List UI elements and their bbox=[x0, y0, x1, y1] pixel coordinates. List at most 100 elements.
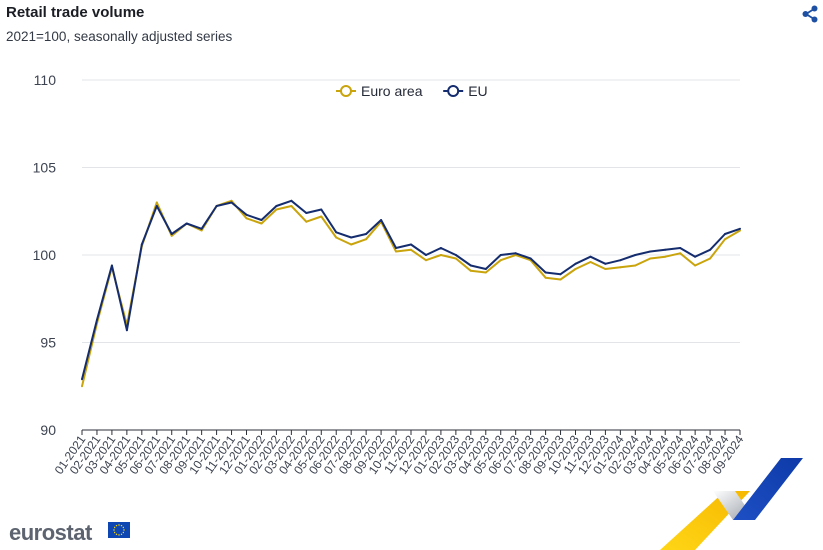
data-point bbox=[350, 236, 353, 239]
data-point bbox=[275, 205, 278, 207]
data-point bbox=[559, 278, 562, 281]
data-point bbox=[110, 264, 113, 267]
data-point bbox=[200, 229, 203, 232]
y-tick-label: 110 bbox=[34, 72, 57, 88]
data-point bbox=[724, 233, 726, 235]
data-point bbox=[410, 248, 412, 251]
data-point bbox=[544, 276, 547, 279]
data-point bbox=[694, 264, 697, 267]
eu-flag-star bbox=[123, 529, 125, 531]
chart-title: Retail trade volume bbox=[6, 4, 145, 21]
eu-flag-star bbox=[120, 533, 123, 536]
eurostat-brand-graphic bbox=[660, 458, 803, 550]
data-point bbox=[439, 254, 442, 256]
data-point bbox=[574, 268, 577, 270]
eu-flag-star bbox=[122, 526, 125, 529]
data-point bbox=[185, 222, 188, 225]
data-point bbox=[155, 205, 158, 207]
line-chart: 909510010511001-202102-202103-202104-202… bbox=[33, 72, 747, 477]
data-point bbox=[380, 219, 383, 221]
eu-flag-star bbox=[118, 524, 120, 526]
data-point bbox=[290, 199, 293, 202]
data-point bbox=[709, 248, 712, 251]
eu-flag-star bbox=[113, 526, 116, 529]
data-point bbox=[679, 252, 682, 255]
data-point bbox=[634, 254, 637, 256]
data-point bbox=[96, 318, 98, 321]
data-point bbox=[335, 236, 338, 239]
data-point bbox=[320, 208, 323, 211]
series-line-eu bbox=[81, 199, 741, 380]
data-point bbox=[484, 271, 487, 274]
eu-flag-icon bbox=[108, 522, 130, 538]
data-point bbox=[619, 259, 622, 262]
data-point bbox=[410, 243, 412, 246]
data-point bbox=[589, 261, 592, 263]
legend-label: EU bbox=[468, 83, 487, 99]
data-point bbox=[574, 262, 577, 265]
data-point bbox=[649, 257, 652, 260]
data-point bbox=[454, 254, 457, 256]
data-point bbox=[275, 208, 278, 211]
data-point bbox=[634, 264, 637, 267]
data-point bbox=[81, 385, 83, 388]
eu-flag-star bbox=[115, 533, 118, 536]
data-point bbox=[170, 233, 173, 235]
data-point bbox=[260, 219, 263, 221]
eu-flag-star bbox=[113, 529, 115, 531]
data-point bbox=[425, 259, 427, 262]
data-point bbox=[604, 268, 607, 270]
data-point bbox=[81, 378, 83, 381]
data-point bbox=[320, 215, 323, 218]
data-point bbox=[425, 254, 427, 256]
legend-label: Euro area bbox=[361, 83, 423, 99]
data-point bbox=[290, 205, 293, 207]
y-tick-label: 105 bbox=[33, 160, 57, 176]
data-point bbox=[245, 213, 248, 216]
data-point bbox=[499, 254, 502, 256]
data-point bbox=[350, 243, 353, 246]
data-point bbox=[469, 269, 472, 272]
eu-flag-star bbox=[113, 531, 116, 534]
data-point bbox=[454, 257, 457, 260]
data-point bbox=[664, 248, 667, 251]
y-tick-label: 100 bbox=[33, 247, 57, 263]
legend-marker bbox=[340, 85, 352, 97]
data-point bbox=[529, 257, 532, 260]
data-point bbox=[155, 201, 158, 204]
data-point bbox=[230, 199, 233, 202]
data-point bbox=[305, 220, 308, 223]
data-point bbox=[709, 257, 712, 260]
data-point bbox=[140, 243, 143, 246]
legend-marker bbox=[447, 85, 460, 97]
share-icon[interactable] bbox=[800, 4, 820, 24]
data-point bbox=[604, 262, 607, 265]
data-point bbox=[679, 247, 682, 249]
data-point bbox=[395, 250, 397, 253]
data-point bbox=[125, 329, 128, 332]
eu-flag-star bbox=[118, 534, 120, 536]
y-tick-label: 90 bbox=[40, 422, 56, 438]
chart-subtitle: 2021=100, seasonally adjusted series bbox=[6, 29, 233, 44]
data-point bbox=[514, 252, 517, 255]
y-tick-label: 95 bbox=[40, 335, 56, 351]
data-point bbox=[230, 201, 233, 204]
data-point bbox=[395, 247, 397, 249]
eu-flag-star bbox=[120, 524, 123, 527]
data-point bbox=[215, 205, 218, 207]
data-point bbox=[260, 222, 263, 225]
data-point bbox=[365, 238, 368, 241]
data-point bbox=[170, 234, 173, 237]
data-point bbox=[739, 227, 741, 230]
data-point bbox=[469, 264, 472, 267]
data-point bbox=[559, 273, 562, 276]
data-point bbox=[200, 227, 203, 230]
eurostat-logo[interactable]: eurostat bbox=[9, 520, 92, 545]
data-point bbox=[619, 266, 622, 269]
data-point bbox=[544, 271, 547, 274]
data-point bbox=[724, 238, 726, 241]
data-point bbox=[439, 247, 442, 249]
data-point bbox=[664, 255, 667, 258]
eu-flag-star bbox=[115, 524, 118, 527]
data-point bbox=[499, 259, 502, 262]
